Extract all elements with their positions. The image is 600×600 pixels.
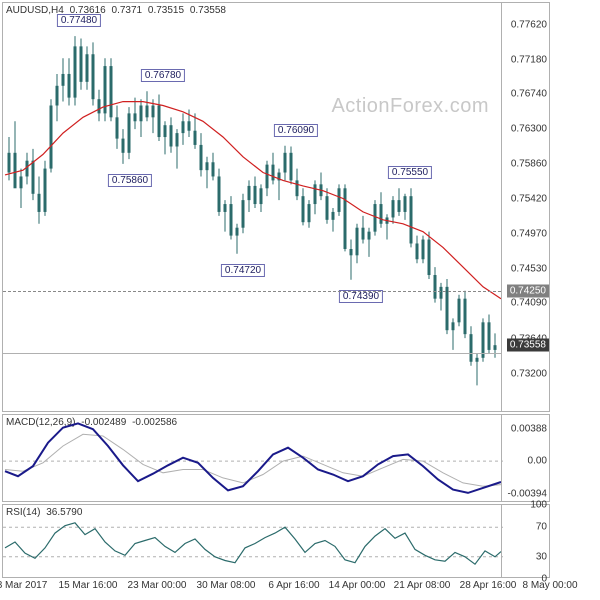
- price-ytick: 0.75420: [511, 193, 547, 204]
- rsi-svg: [3, 505, 503, 579]
- rsi-panel[interactable]: RSI(14) 36.5790 10070300: [2, 504, 550, 578]
- date-tick: 28 Apr 16:00: [460, 580, 517, 591]
- price-ytick: 0.74970: [511, 229, 547, 240]
- date-tick: 8 May 00:00: [522, 580, 577, 591]
- date-tick: 6 Apr 16:00: [268, 580, 319, 591]
- date-tick: 21 Apr 08:00: [394, 580, 451, 591]
- price-svg: [3, 3, 503, 413]
- price-ytick: 0.74090: [511, 298, 547, 309]
- date-tick: 8 Mar 2017: [0, 580, 47, 591]
- macd-ytick: -0.00394: [508, 489, 547, 500]
- rsi-ytick: 30: [536, 551, 547, 562]
- price-label: 0.76090: [274, 124, 318, 137]
- price-y-axis: 0.77620 0.77180 0.76740 0.76300 0.75860 0.754…: [501, 3, 549, 411]
- price-label: 0.76780: [141, 69, 185, 82]
- macd-panel[interactable]: MACD(12,26,9) -0.002489 -0.002586 0.0038…: [2, 414, 550, 502]
- price-ytick: 0.73200: [511, 368, 547, 379]
- price-badge: 0.73558: [507, 339, 549, 352]
- rsi-ytick: 70: [536, 522, 547, 533]
- macd-y-axis: 0.00388 0.00 -0.00394: [501, 415, 549, 501]
- date-tick: 30 Mar 08:00: [197, 580, 256, 591]
- date-tick: 23 Mar 00:00: [128, 580, 187, 591]
- rsi-y-axis: 10070300: [501, 505, 549, 577]
- date-axis: 8 Mar 2017 15 Mar 16:00 23 Mar 00:00 30 Mar…: [2, 580, 598, 598]
- price-ytick: 0.77180: [511, 54, 547, 65]
- price-ytick: 0.75860: [511, 158, 547, 169]
- macd-svg: [3, 415, 503, 503]
- price-ytick: 0.76300: [511, 124, 547, 135]
- price-ytick: 0.76740: [511, 89, 547, 100]
- price-label: 0.77480: [57, 14, 101, 27]
- price-ytick: 0.77620: [511, 20, 547, 31]
- price-label: 0.75550: [388, 166, 432, 179]
- price-hline: [3, 353, 501, 354]
- price-badge: 0.74250: [507, 284, 549, 297]
- price-chart-panel[interactable]: AUDUSD,H4 0.73616 0.7371 0.73515 0.73558…: [2, 2, 550, 412]
- date-tick: 14 Apr 00:00: [329, 580, 386, 591]
- price-label: 0.75860: [108, 174, 152, 187]
- price-ytick: 0.74530: [511, 263, 547, 274]
- price-hline: [3, 291, 501, 292]
- macd-ytick: 0.00: [528, 456, 547, 467]
- price-label: 0.74720: [221, 264, 265, 277]
- macd-ytick: 0.00388: [511, 423, 547, 434]
- rsi-ytick: 100: [530, 500, 547, 511]
- date-tick: 15 Mar 16:00: [59, 580, 118, 591]
